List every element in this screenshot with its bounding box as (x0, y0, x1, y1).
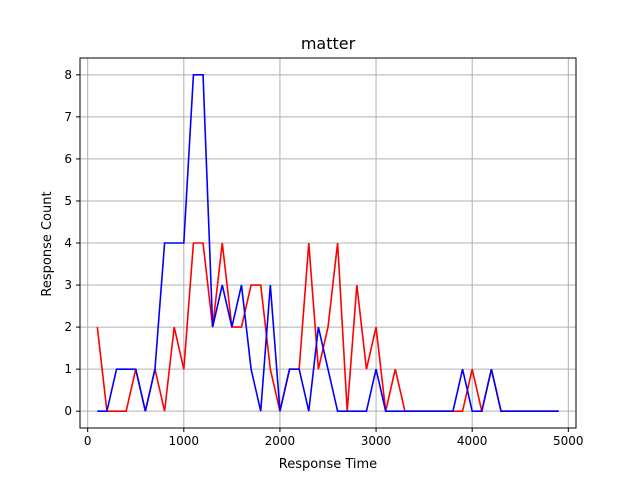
x-tick-label: 0 (84, 434, 92, 448)
x-tick-label: 3000 (361, 434, 392, 448)
y-tick-label: 4 (64, 236, 72, 250)
x-tick-label: 5000 (553, 434, 584, 448)
y-axis-ticks: 0 1 2 3 4 5 6 7 8 (64, 68, 80, 418)
series-line-2 (97, 74, 559, 412)
y-tick-label: 0 (64, 404, 72, 418)
chart-title: matter (301, 34, 356, 53)
y-tick-label: 7 (64, 110, 72, 124)
x-tick-label: 2000 (265, 434, 296, 448)
y-axis-label: Response Count (40, 191, 55, 296)
x-axis-ticks: 0 1000 2000 3000 4000 5000 (84, 428, 584, 448)
y-tick-label: 6 (64, 152, 72, 166)
y-tick-label: 3 (64, 278, 72, 292)
y-tick-label: 8 (64, 68, 72, 82)
x-tick-label: 4000 (457, 434, 488, 448)
y-tick-label: 2 (64, 320, 72, 334)
series-lines (96, 74, 559, 412)
y-tick-label: 1 (64, 362, 72, 376)
y-tick-label: 5 (64, 194, 72, 208)
x-tick-label: 1000 (169, 434, 200, 448)
grid (80, 58, 576, 428)
x-axis-label: Response Time (279, 457, 377, 472)
